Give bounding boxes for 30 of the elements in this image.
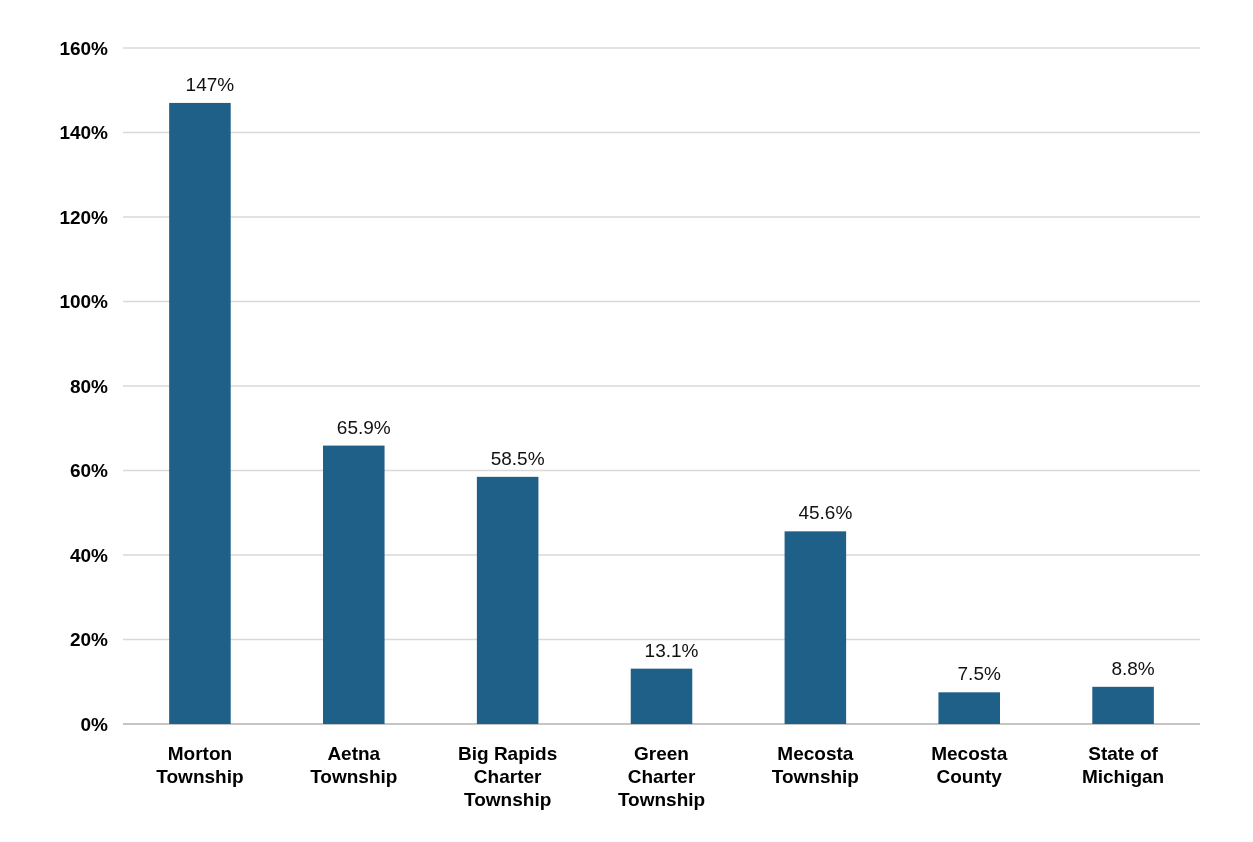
y-tick-label: 160% xyxy=(59,37,109,59)
x-tick-label: Mecosta County xyxy=(931,743,1008,787)
x-tick-label: Aetna Township xyxy=(310,743,398,787)
y-tick-label: 140% xyxy=(59,122,109,144)
bar xyxy=(476,476,539,724)
y-tick-label: 0% xyxy=(80,713,109,735)
y-tick-label: 100% xyxy=(59,291,109,313)
data-label: 147% xyxy=(185,73,235,95)
bar xyxy=(1092,686,1154,724)
data-label: 13.1% xyxy=(644,639,699,661)
bar xyxy=(323,445,385,724)
bar xyxy=(938,692,1000,724)
x-tick-label: Mecosta Township xyxy=(771,743,859,787)
bar xyxy=(169,102,231,724)
data-label: 58.5% xyxy=(490,447,545,469)
x-tick-label: Green Charter Township xyxy=(617,743,706,810)
y-tick-label: 120% xyxy=(59,206,109,228)
y-tick-label: 20% xyxy=(69,629,109,651)
x-tick-label: State of Michigan xyxy=(1081,743,1165,787)
bar xyxy=(784,531,847,724)
data-label: 8.8% xyxy=(1111,657,1155,679)
y-tick-label: 40% xyxy=(69,544,109,566)
x-tick-label: Morton Township xyxy=(156,743,244,787)
y-tick-label: 80% xyxy=(69,375,109,397)
data-label: 65.9% xyxy=(336,416,391,438)
bar xyxy=(630,668,693,724)
data-label: 7.5% xyxy=(957,663,1001,685)
y-tick-label: 60% xyxy=(69,460,109,482)
x-tick-label: Big Rapids Charter Township xyxy=(458,743,558,810)
data-label: 45.6% xyxy=(798,502,853,524)
